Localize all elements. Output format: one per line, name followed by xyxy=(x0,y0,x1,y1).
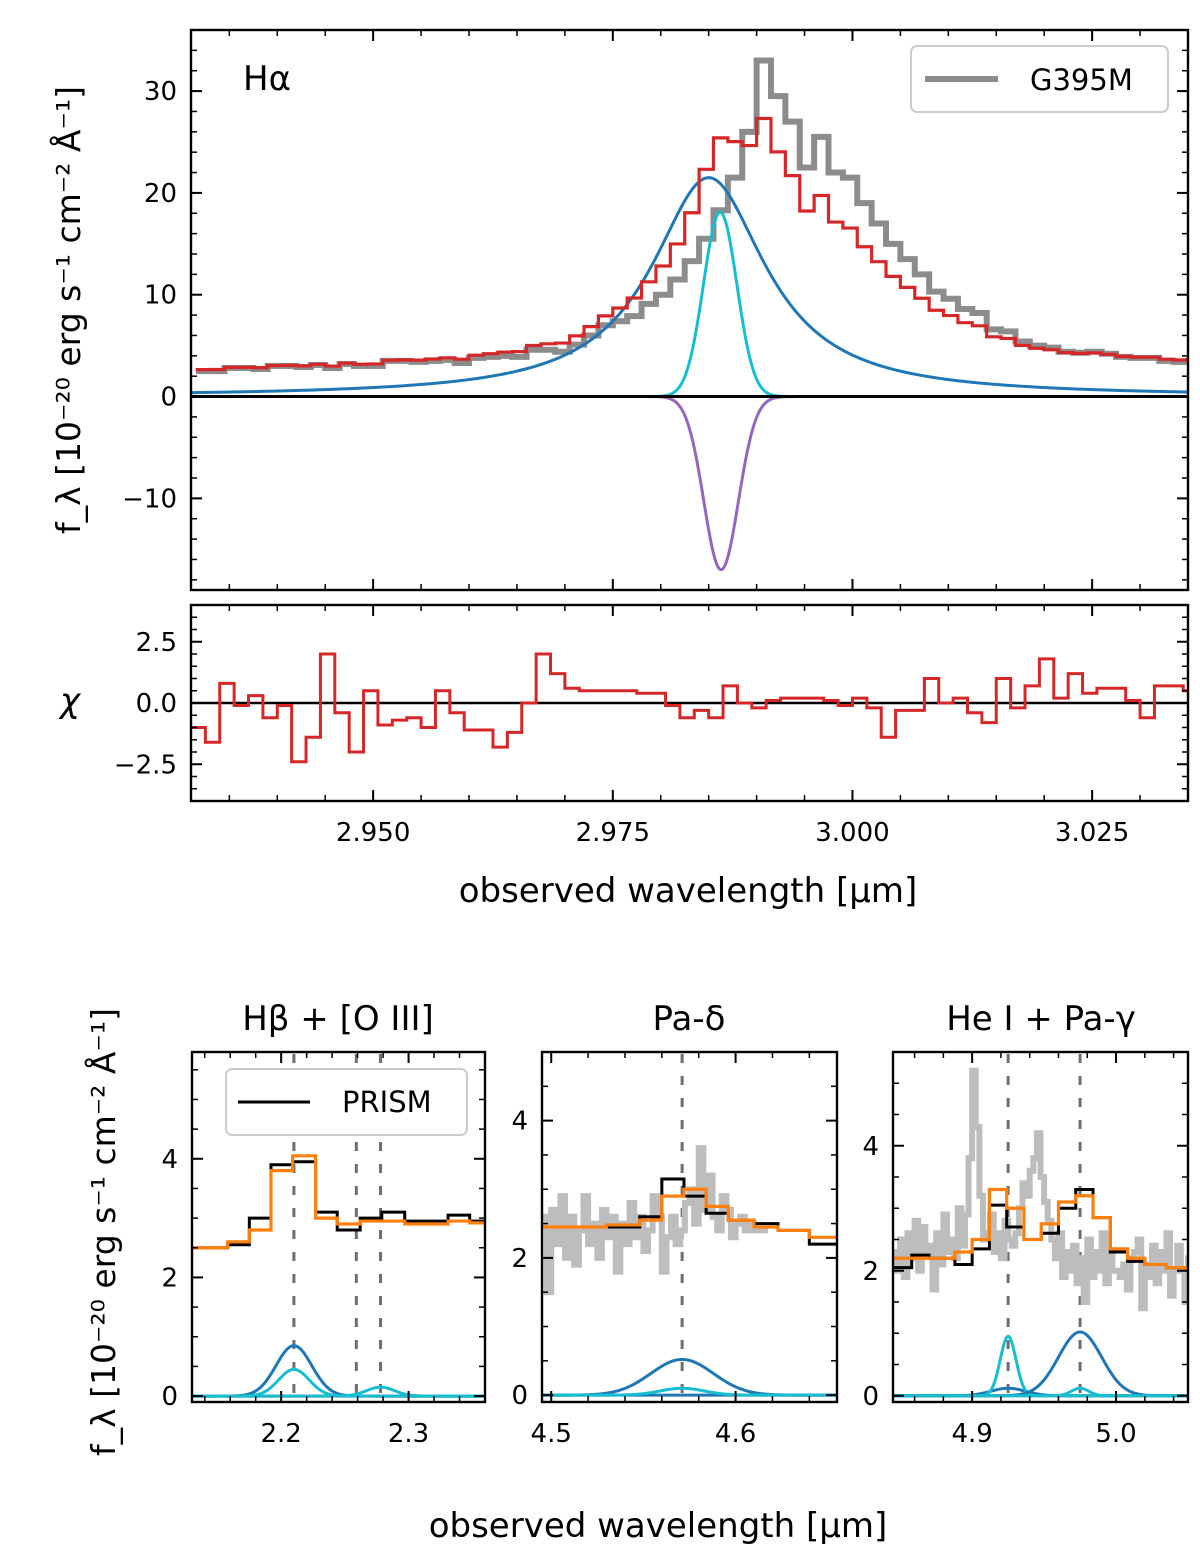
legend-box xyxy=(225,1068,468,1136)
y-tick-label: 4 xyxy=(511,1107,528,1137)
legend-label-prism: PRISM xyxy=(342,1085,432,1119)
hbeta-oiii-title: Hβ + [O III] xyxy=(242,999,434,1039)
narrow-component-curve xyxy=(192,1385,485,1398)
legend-label-g395m: G395M xyxy=(1030,63,1133,97)
narrow-component-curve xyxy=(893,1334,1188,1398)
residual-panel: 2.950 2.975 3.000 3.025 −2.5 0.0 2.5 xyxy=(114,603,1190,848)
y-tick-label: 20 xyxy=(144,179,177,209)
y-tick-label: 2.5 xyxy=(136,628,177,658)
legend-box xyxy=(910,45,1169,113)
hei-pagamma-title: He I + Pa-γ xyxy=(946,999,1136,1039)
x-tick-label: 4.9 xyxy=(951,1419,992,1449)
grating-data-step xyxy=(542,1145,768,1296)
y-tick-label: 0.0 xyxy=(136,689,177,719)
x-tick-label: 5.0 xyxy=(1095,1419,1136,1449)
x-tick-label: 2.950 xyxy=(336,818,410,848)
y-tick-label: 2 xyxy=(161,1263,178,1293)
broad-component-curve xyxy=(192,1344,485,1398)
top-xlabel: observed wavelength [μm] xyxy=(459,871,918,911)
y-tick-label: −10 xyxy=(122,484,177,514)
prism-legend: PRISM xyxy=(225,1068,468,1136)
narrow-component-curve xyxy=(542,1386,837,1397)
narrow-component-curve xyxy=(192,1367,485,1398)
narrow-component-curve xyxy=(631,210,815,399)
y-tick-label: 4 xyxy=(161,1145,178,1175)
y-tick-label: −2.5 xyxy=(114,750,177,780)
broad-component-curve xyxy=(893,1330,1188,1398)
pa-delta-panel: 4.5 4.6 0 2 4 Pa-δ xyxy=(511,999,839,1449)
x-tick-label: 2.3 xyxy=(388,1419,429,1449)
halpha-legend: G395M xyxy=(910,45,1169,113)
pa-delta-title: Pa-δ xyxy=(653,999,726,1039)
total-model-step xyxy=(192,1154,485,1250)
y-tick-label: 0 xyxy=(862,1382,879,1412)
x-tick-label: 2.975 xyxy=(576,818,650,848)
narrow-component-curve xyxy=(893,1386,1188,1398)
broad-component-curve xyxy=(191,176,1188,395)
y-tick-label: 30 xyxy=(144,77,177,107)
total-model-step xyxy=(542,1187,837,1239)
y-tick-label: 0 xyxy=(160,383,177,413)
prism-data-step xyxy=(192,1160,485,1250)
x-tick-label: 2.2 xyxy=(260,1419,301,1449)
bottom-ylabel: f_λ [10⁻²⁰ erg s⁻¹ cm⁻² Å⁻¹] xyxy=(83,1008,123,1456)
y-tick-label: 0 xyxy=(161,1382,178,1412)
total-model-step xyxy=(893,1187,1188,1270)
hei-pagamma-panel: 4.9 5.0 0 2 4 He I + Pa-γ xyxy=(862,999,1190,1449)
y-tick-label: 0 xyxy=(511,1381,528,1411)
y-tick-label: 4 xyxy=(862,1132,879,1162)
hei-axes-frame xyxy=(891,1050,1190,1404)
hbeta-oiii-panel: 2.2 2.3 0 2 4 Hβ + [O III] PRISM xyxy=(161,999,487,1449)
x-tick-label: 3.025 xyxy=(1055,818,1129,848)
residual-step xyxy=(191,652,1188,764)
y-tick-label: 2 xyxy=(862,1257,879,1287)
absorption-component-curve xyxy=(631,395,815,572)
residual-ylabel: χ xyxy=(58,681,82,721)
halpha-panel-label: Hα xyxy=(243,59,291,99)
top-ylabel: f_λ [10⁻²⁰ erg s⁻¹ cm⁻² Å⁻¹] xyxy=(48,86,88,534)
x-tick-label: 3.000 xyxy=(815,818,889,848)
pa-delta-axes-frame xyxy=(540,1050,839,1404)
residual-axes-frame xyxy=(189,603,1190,803)
y-tick-label: 2 xyxy=(511,1244,528,1274)
hbeta-axes-frame xyxy=(190,1050,487,1404)
bottom-xlabel: observed wavelength [μm] xyxy=(429,1506,888,1546)
halpha-axes-frame xyxy=(189,28,1190,592)
halpha-panel: −10 0 10 20 30 Hα G395M xyxy=(122,28,1190,592)
total-model-step xyxy=(195,116,1188,372)
y-tick-label: 10 xyxy=(144,281,177,311)
grating-data-step xyxy=(893,1067,1188,1312)
x-tick-label: 4.5 xyxy=(531,1419,572,1449)
x-tick-label: 4.6 xyxy=(715,1419,756,1449)
